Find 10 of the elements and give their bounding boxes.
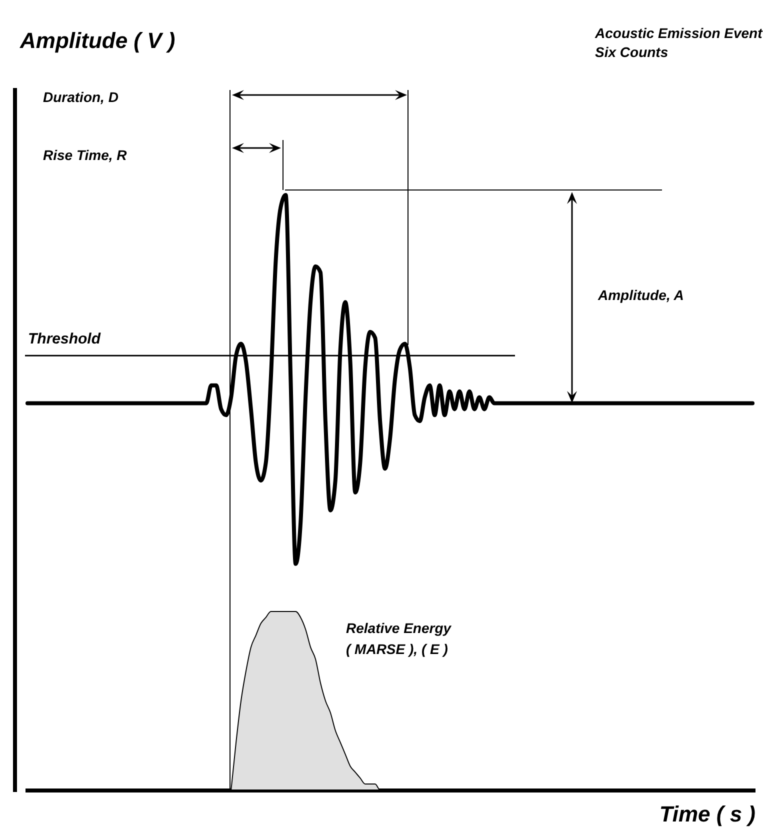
text: Six Counts [595, 44, 668, 60]
text: Duration, D [43, 89, 118, 105]
annotation: ( MARSE ), ( E ) [346, 641, 448, 657]
annotation: Relative Energy [346, 620, 452, 636]
text: Amplitude ( V ) [19, 28, 176, 53]
text: Rise Time, R [43, 147, 128, 163]
x-axis-title: Time ( s ) [659, 802, 756, 826]
text: Acoustic Emission Event [594, 25, 763, 41]
ref-line-label: Threshold [28, 330, 102, 348]
annotation: Amplitude, A [597, 287, 684, 303]
